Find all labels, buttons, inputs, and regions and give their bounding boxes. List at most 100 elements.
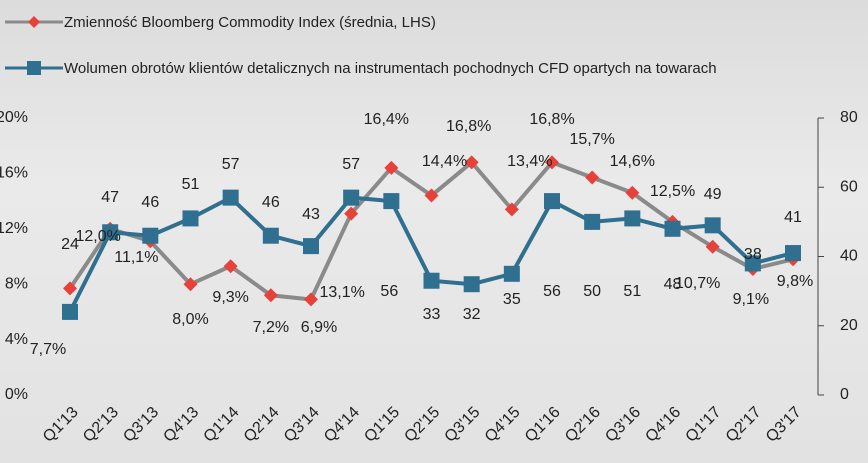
point-marker — [624, 210, 641, 227]
point-marker — [463, 276, 480, 293]
data-label: 12,0% — [75, 228, 120, 245]
data-label: 38 — [744, 246, 762, 263]
data-label: 51 — [623, 283, 641, 300]
point-marker — [545, 155, 559, 170]
x-tick-label: Q3'13 — [120, 404, 162, 446]
data-label: 12,5% — [650, 183, 695, 200]
x-tick-label: Q4'14 — [321, 404, 363, 446]
point-marker — [142, 227, 159, 244]
data-label: 9,1% — [733, 291, 769, 308]
data-label: 49 — [704, 186, 722, 203]
point-marker — [223, 259, 238, 274]
data-label: 14,6% — [610, 153, 655, 170]
point-marker — [183, 277, 198, 292]
data-label: 57 — [342, 156, 360, 173]
point-marker — [464, 155, 479, 170]
x-tick-label: Q4'13 — [160, 404, 202, 446]
point-marker — [304, 292, 318, 307]
x-tick-label: Q4'15 — [482, 404, 524, 446]
x-tick-label: Q3'14 — [281, 404, 323, 446]
y2-tick-label: 40 — [840, 248, 858, 265]
data-label: 8,0% — [172, 311, 208, 328]
point-marker — [424, 188, 439, 203]
x-tick-label: Q1'13 — [40, 404, 82, 446]
x-tick-label: Q2'17 — [723, 404, 765, 446]
data-label: 33 — [423, 306, 441, 323]
y-tick-label: 4% — [5, 331, 28, 348]
data-label: 11,1% — [114, 249, 158, 266]
x-tick-label: Q2'13 — [80, 404, 122, 446]
legend-key — [5, 16, 63, 28]
data-label: 43 — [302, 206, 320, 223]
point-marker — [704, 217, 721, 234]
x-tick-label: Q1'16 — [522, 404, 564, 446]
point-marker — [504, 202, 519, 217]
data-label: 47 — [101, 189, 119, 206]
data-label: 7,7% — [30, 341, 66, 358]
y2-tick-label: 60 — [840, 178, 858, 195]
point-marker — [344, 206, 359, 221]
point-marker — [343, 189, 360, 206]
x-tick-label: Q3'15 — [442, 404, 484, 446]
x-tick-label: Q1'14 — [201, 404, 243, 446]
y2-tick-label: 20 — [840, 317, 858, 334]
data-label: 51 — [182, 176, 200, 193]
legend-label: Zmienność Bloomberg Commodity Index (śre… — [64, 14, 436, 31]
data-label: 10,7% — [675, 275, 720, 292]
point-marker — [625, 185, 640, 200]
data-label: 46 — [141, 194, 159, 211]
data-label: 13,4% — [507, 153, 552, 170]
x-tick-label: Q1'17 — [683, 404, 725, 446]
point-marker — [182, 210, 199, 227]
point-marker — [503, 265, 520, 282]
data-label: 48 — [664, 276, 682, 293]
point-marker — [383, 193, 400, 210]
data-label: 14,4% — [422, 153, 467, 170]
data-label: 56 — [543, 283, 561, 300]
point-marker — [744, 255, 761, 272]
data-label: 32 — [463, 306, 481, 323]
data-label: 41 — [784, 209, 802, 226]
data-label: 56 — [380, 283, 398, 300]
point-marker — [62, 303, 78, 320]
data-label: 57 — [222, 156, 240, 173]
point-marker — [263, 288, 278, 303]
point-marker — [423, 272, 440, 289]
data-label: 7,2% — [253, 319, 289, 336]
data-label: 35 — [503, 291, 521, 308]
data-label: 16,8% — [446, 118, 491, 135]
point-marker — [785, 245, 801, 262]
x-tick-label: Q3'16 — [602, 404, 644, 446]
legend-marker — [28, 16, 40, 28]
series-line — [68, 195, 794, 313]
point-marker — [262, 227, 279, 244]
data-label: 9,3% — [212, 289, 248, 306]
data-label: 16,4% — [364, 111, 409, 128]
y-tick-label: 8% — [5, 275, 28, 292]
x-tick-label: Q3'17 — [763, 404, 805, 446]
data-label: 9,8% — [777, 273, 813, 290]
point-marker — [384, 160, 399, 175]
data-label: 24 — [61, 236, 79, 253]
x-tick-label: Q1'15 — [361, 404, 403, 446]
y-tick-label: 20% — [0, 109, 28, 126]
x-tick-label: Q4'16 — [642, 404, 684, 446]
point-marker — [544, 193, 560, 210]
legend-marker — [27, 61, 41, 75]
legend-key — [5, 61, 63, 75]
x-tick-label: Q2'14 — [241, 404, 283, 446]
y-tick-label: 12% — [0, 220, 28, 237]
point-marker — [584, 213, 601, 230]
data-label: 6,9% — [301, 319, 337, 336]
point-marker — [303, 238, 319, 255]
data-label: 13,1% — [319, 284, 364, 301]
legend-label: Wolumen obrotów klientów detalicznych na… — [64, 60, 717, 77]
y-tick-label: 16% — [0, 165, 28, 182]
y-tick-label: 0% — [5, 386, 28, 403]
point-marker — [705, 239, 720, 254]
point-marker — [63, 281, 77, 296]
y2-tick-label: 80 — [840, 109, 858, 126]
x-tick-label: Q2'16 — [562, 404, 604, 446]
